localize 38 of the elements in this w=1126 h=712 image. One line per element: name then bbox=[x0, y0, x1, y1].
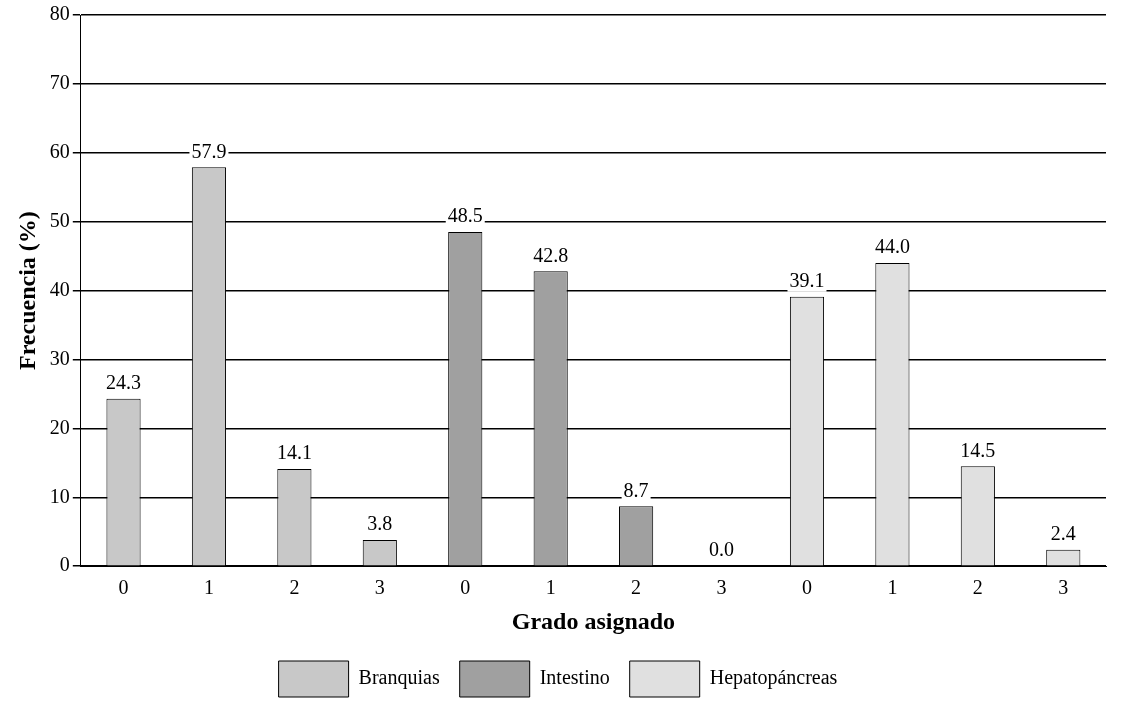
x-tick-label: 2 bbox=[289, 576, 300, 599]
data-label: 42.8 bbox=[533, 243, 569, 266]
legend-label: Hepatopáncreas bbox=[709, 666, 838, 690]
x-tick-label: 3 bbox=[716, 576, 727, 599]
x-tick-label: 2 bbox=[972, 576, 983, 599]
data-label: 14.5 bbox=[960, 438, 996, 461]
data-label: 2.4 bbox=[1050, 521, 1076, 544]
y-tick-label: 10 bbox=[49, 484, 70, 507]
y-tick-label: 40 bbox=[49, 277, 70, 300]
data-label: 8.7 bbox=[623, 478, 649, 501]
x-tick-label: 0 bbox=[801, 576, 812, 599]
y-tick-label: 50 bbox=[49, 208, 70, 231]
x-tick-label: 2 bbox=[631, 576, 642, 599]
x-tick-label: 1 bbox=[203, 576, 214, 599]
y-tick-label: 30 bbox=[49, 346, 70, 369]
data-label: 48.5 bbox=[447, 204, 483, 227]
x-tick-label: 1 bbox=[545, 576, 556, 599]
y-tick-label: 0 bbox=[59, 553, 70, 576]
y-tick-label: 20 bbox=[49, 415, 70, 438]
data-label: 24.3 bbox=[106, 371, 142, 394]
x-tick-label: 0 bbox=[460, 576, 471, 599]
x-tick-label: 3 bbox=[1058, 576, 1069, 599]
data-label: 44.0 bbox=[874, 235, 910, 258]
data-label: 14.1 bbox=[276, 441, 312, 464]
x-tick-label: 1 bbox=[887, 576, 898, 599]
y-tick-label: 80 bbox=[49, 2, 70, 25]
data-label: 3.8 bbox=[367, 512, 393, 535]
data-label: 39.1 bbox=[789, 269, 825, 292]
x-tick-label: 3 bbox=[374, 576, 385, 599]
x-axis-title: Grado asignado bbox=[511, 607, 676, 634]
y-tick-label: 70 bbox=[49, 71, 70, 94]
y-tick-label: 60 bbox=[49, 140, 70, 163]
legend-label: Branquias bbox=[358, 666, 440, 690]
legend-label: Intestino bbox=[539, 666, 610, 689]
data-label: 57.9 bbox=[191, 139, 227, 162]
x-tick-label: 0 bbox=[118, 576, 129, 599]
y-axis-title: Frecuencia (%) bbox=[13, 211, 40, 371]
data-label: 0.0 bbox=[709, 538, 735, 561]
